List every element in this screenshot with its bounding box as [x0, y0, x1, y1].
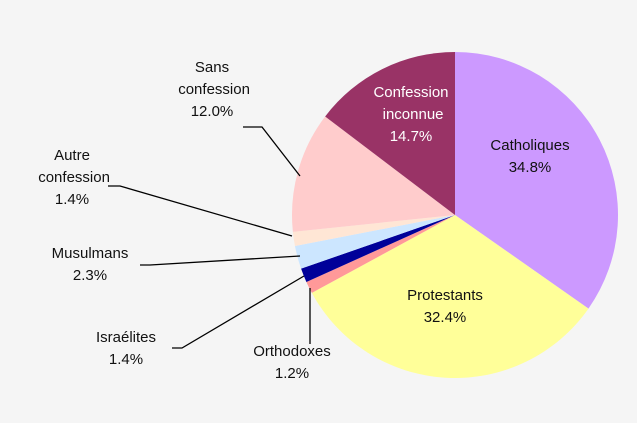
value-label: 1.2%: [275, 365, 309, 382]
value-label: 14.7%: [390, 128, 433, 145]
slice-label: Musulmans: [52, 245, 129, 262]
slices: [292, 52, 618, 378]
pie-slice: [292, 215, 455, 246]
value-label: 32.4%: [424, 309, 467, 326]
value-label: 1.4%: [55, 191, 89, 208]
slice-label: Catholiques: [490, 137, 569, 154]
leader-line: [172, 275, 305, 349]
leader-line: [243, 126, 301, 177]
pie-slice: [294, 215, 455, 269]
value-label: 2.3%: [73, 267, 107, 284]
pie-slice: [455, 52, 618, 309]
slice-label: Orthodoxes: [253, 343, 331, 360]
pie-slice: [325, 52, 455, 215]
slice-label: Israélites: [96, 329, 156, 346]
slice-label: Autre confession: [34, 147, 110, 186]
pie-slice: [311, 215, 589, 378]
value-label: 34.8%: [509, 159, 552, 176]
pie-slice: [301, 215, 455, 282]
value-label: 1.4%: [109, 351, 143, 368]
pie-slice: [292, 116, 455, 232]
slice-label: Sans confession: [174, 59, 250, 98]
leader-line: [108, 185, 293, 237]
value-label: 12.0%: [191, 103, 234, 120]
pie-slice: [306, 215, 455, 293]
leader-lines: [108, 126, 311, 349]
leader-line: [140, 255, 301, 266]
slice-label: Protestants: [407, 287, 483, 304]
slice-label: Confession inconnue: [373, 84, 448, 123]
